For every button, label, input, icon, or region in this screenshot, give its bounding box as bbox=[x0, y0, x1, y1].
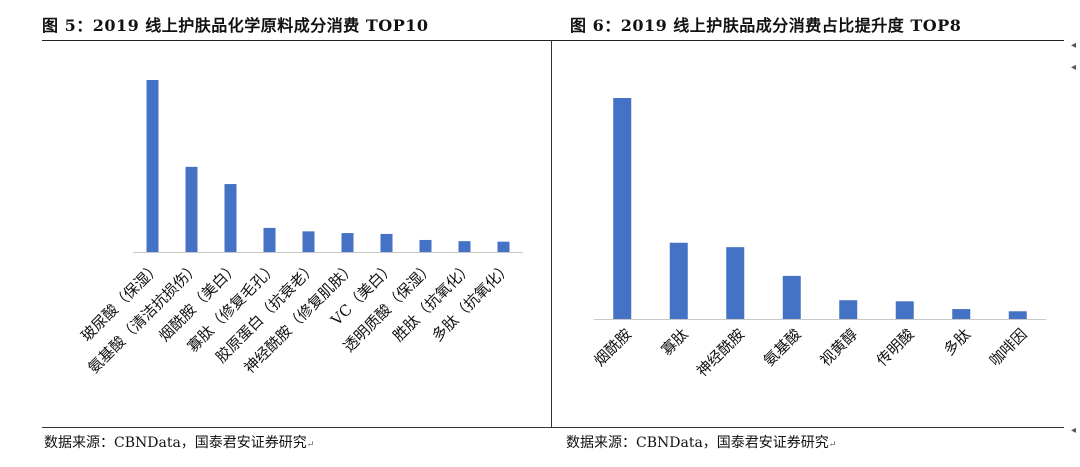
bar bbox=[669, 242, 688, 319]
x-tick-label: 多肽 bbox=[940, 325, 974, 359]
chart-title: 图 5：2019 线上护肤品化学原料成分消费 TOP10 bbox=[42, 16, 429, 35]
bar bbox=[302, 231, 315, 252]
bottom-rule bbox=[42, 427, 552, 428]
top-rule bbox=[42, 40, 552, 41]
bar bbox=[726, 247, 745, 319]
bar bbox=[952, 309, 971, 319]
panel-divider bbox=[551, 40, 552, 427]
x-tick-label: 视黄醇 bbox=[817, 325, 862, 370]
bottom-rule bbox=[552, 427, 1064, 428]
edge-arrow-icon: ◂ bbox=[1070, 40, 1076, 51]
bar-chart-top8-share-growth: 烟酰胺 寡肽 神经酰胺 氨基酸 视黄醇 传明酸 多肽 咖啡因 bbox=[591, 98, 1046, 380]
bar bbox=[613, 98, 632, 319]
bar bbox=[895, 301, 914, 319]
x-tick-label: 传明酸 bbox=[873, 325, 918, 370]
x-tick-label: 咖啡因 bbox=[986, 325, 1031, 370]
x-tick-label: 寡肽 bbox=[658, 325, 692, 359]
bar bbox=[341, 233, 354, 252]
source-note: 数据来源：CBNData，国泰君安证券研究↵ bbox=[566, 435, 837, 451]
x-tick-label: 氨基酸 bbox=[760, 325, 805, 370]
bar bbox=[224, 184, 237, 252]
chart-panel-left: 图 5：2019 线上护肤品化学原料成分消费 TOP10 玻尿酸（保湿） 氨基酸（… bbox=[42, 16, 552, 451]
bar-chart-top10-ingredients: 玻尿酸（保湿）氨基酸（清洁抗损伤）烟酰胺（美白）寡肽（修复毛孔）胶原蛋白（抗衰老… bbox=[77, 80, 523, 377]
bar bbox=[839, 300, 858, 319]
bar bbox=[146, 80, 159, 252]
edge-arrow-icon: ◂ bbox=[1070, 425, 1076, 436]
x-tick-label: 烟酰胺 bbox=[591, 325, 636, 370]
bar bbox=[782, 275, 801, 319]
top-rule bbox=[552, 40, 1064, 41]
bar bbox=[419, 239, 432, 252]
bar bbox=[380, 233, 393, 252]
chart-panel-right: 图 6：2019 线上护肤品成分消费占比提升度 TOP8 烟酰胺 寡肽 神经酰胺 氨基… bbox=[552, 0, 1080, 467]
source-note: 数据来源：CBNData，国泰君安证券研究↵ bbox=[44, 435, 315, 451]
bar bbox=[185, 166, 198, 252]
bar bbox=[458, 241, 471, 252]
bar bbox=[497, 241, 510, 252]
bar bbox=[1008, 311, 1027, 319]
edge-arrow-icon: ◂ bbox=[1070, 62, 1076, 73]
bar bbox=[263, 227, 276, 252]
x-tick-label: 神经酰胺 bbox=[693, 325, 748, 380]
chart-title: 图 6：2019 线上护肤品成分消费占比提升度 TOP8 bbox=[570, 16, 962, 35]
